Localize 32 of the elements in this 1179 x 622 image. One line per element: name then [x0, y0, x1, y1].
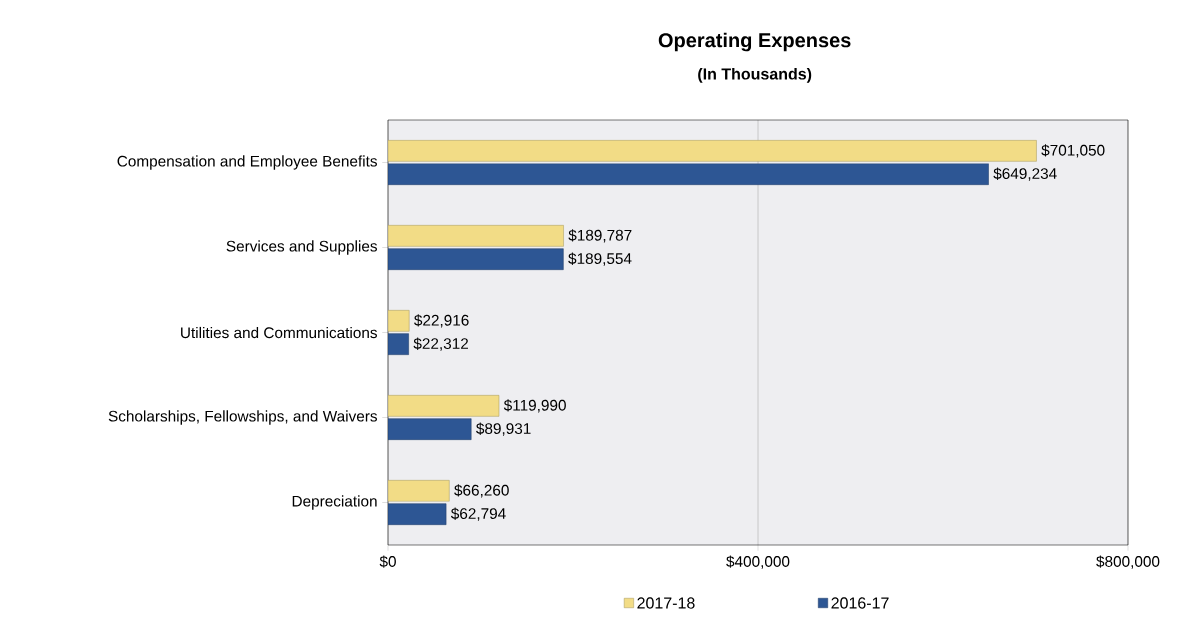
data-label: $119,990	[503, 399, 566, 413]
data-label: $62,794	[450, 507, 506, 521]
bar	[388, 140, 1037, 162]
legend-label: 2017-18	[637, 597, 695, 609]
data-label: $22,312	[413, 337, 468, 351]
chart-subtitle: (In Thousands)	[698, 67, 812, 83]
bar	[388, 480, 450, 502]
bar	[388, 163, 989, 185]
data-label: $89,931	[476, 422, 531, 436]
data-label: $189,787	[568, 229, 632, 243]
bar	[388, 333, 409, 355]
x-tick-label: $0	[379, 555, 396, 568]
bar	[388, 310, 410, 332]
y-tick-label: Depreciation	[292, 495, 377, 510]
bar	[388, 418, 472, 440]
data-label: $701,050	[1041, 144, 1105, 158]
y-tick-label: Utilities and Communications	[181, 326, 377, 339]
data-label: $189,554	[568, 252, 632, 266]
bar	[388, 395, 500, 417]
bar	[388, 225, 564, 247]
y-tick-label: Services and Supplies	[226, 240, 377, 255]
chart-title: Operating Expenses	[658, 32, 851, 52]
x-tick-label: $400,000	[726, 555, 790, 569]
y-tick-label: Compensation and Employee Benefits	[117, 155, 377, 170]
legend-label: 2016-17	[831, 597, 889, 609]
data-label: $66,260	[454, 484, 509, 498]
x-tick-label: $800,000	[1096, 555, 1160, 569]
data-label: $22,916	[414, 314, 469, 328]
y-tick-label: Scholarships, Fellowships, and Waivers	[108, 410, 378, 425]
bar	[388, 503, 447, 525]
bar	[388, 248, 564, 270]
data-label: $649,234	[993, 167, 1057, 181]
